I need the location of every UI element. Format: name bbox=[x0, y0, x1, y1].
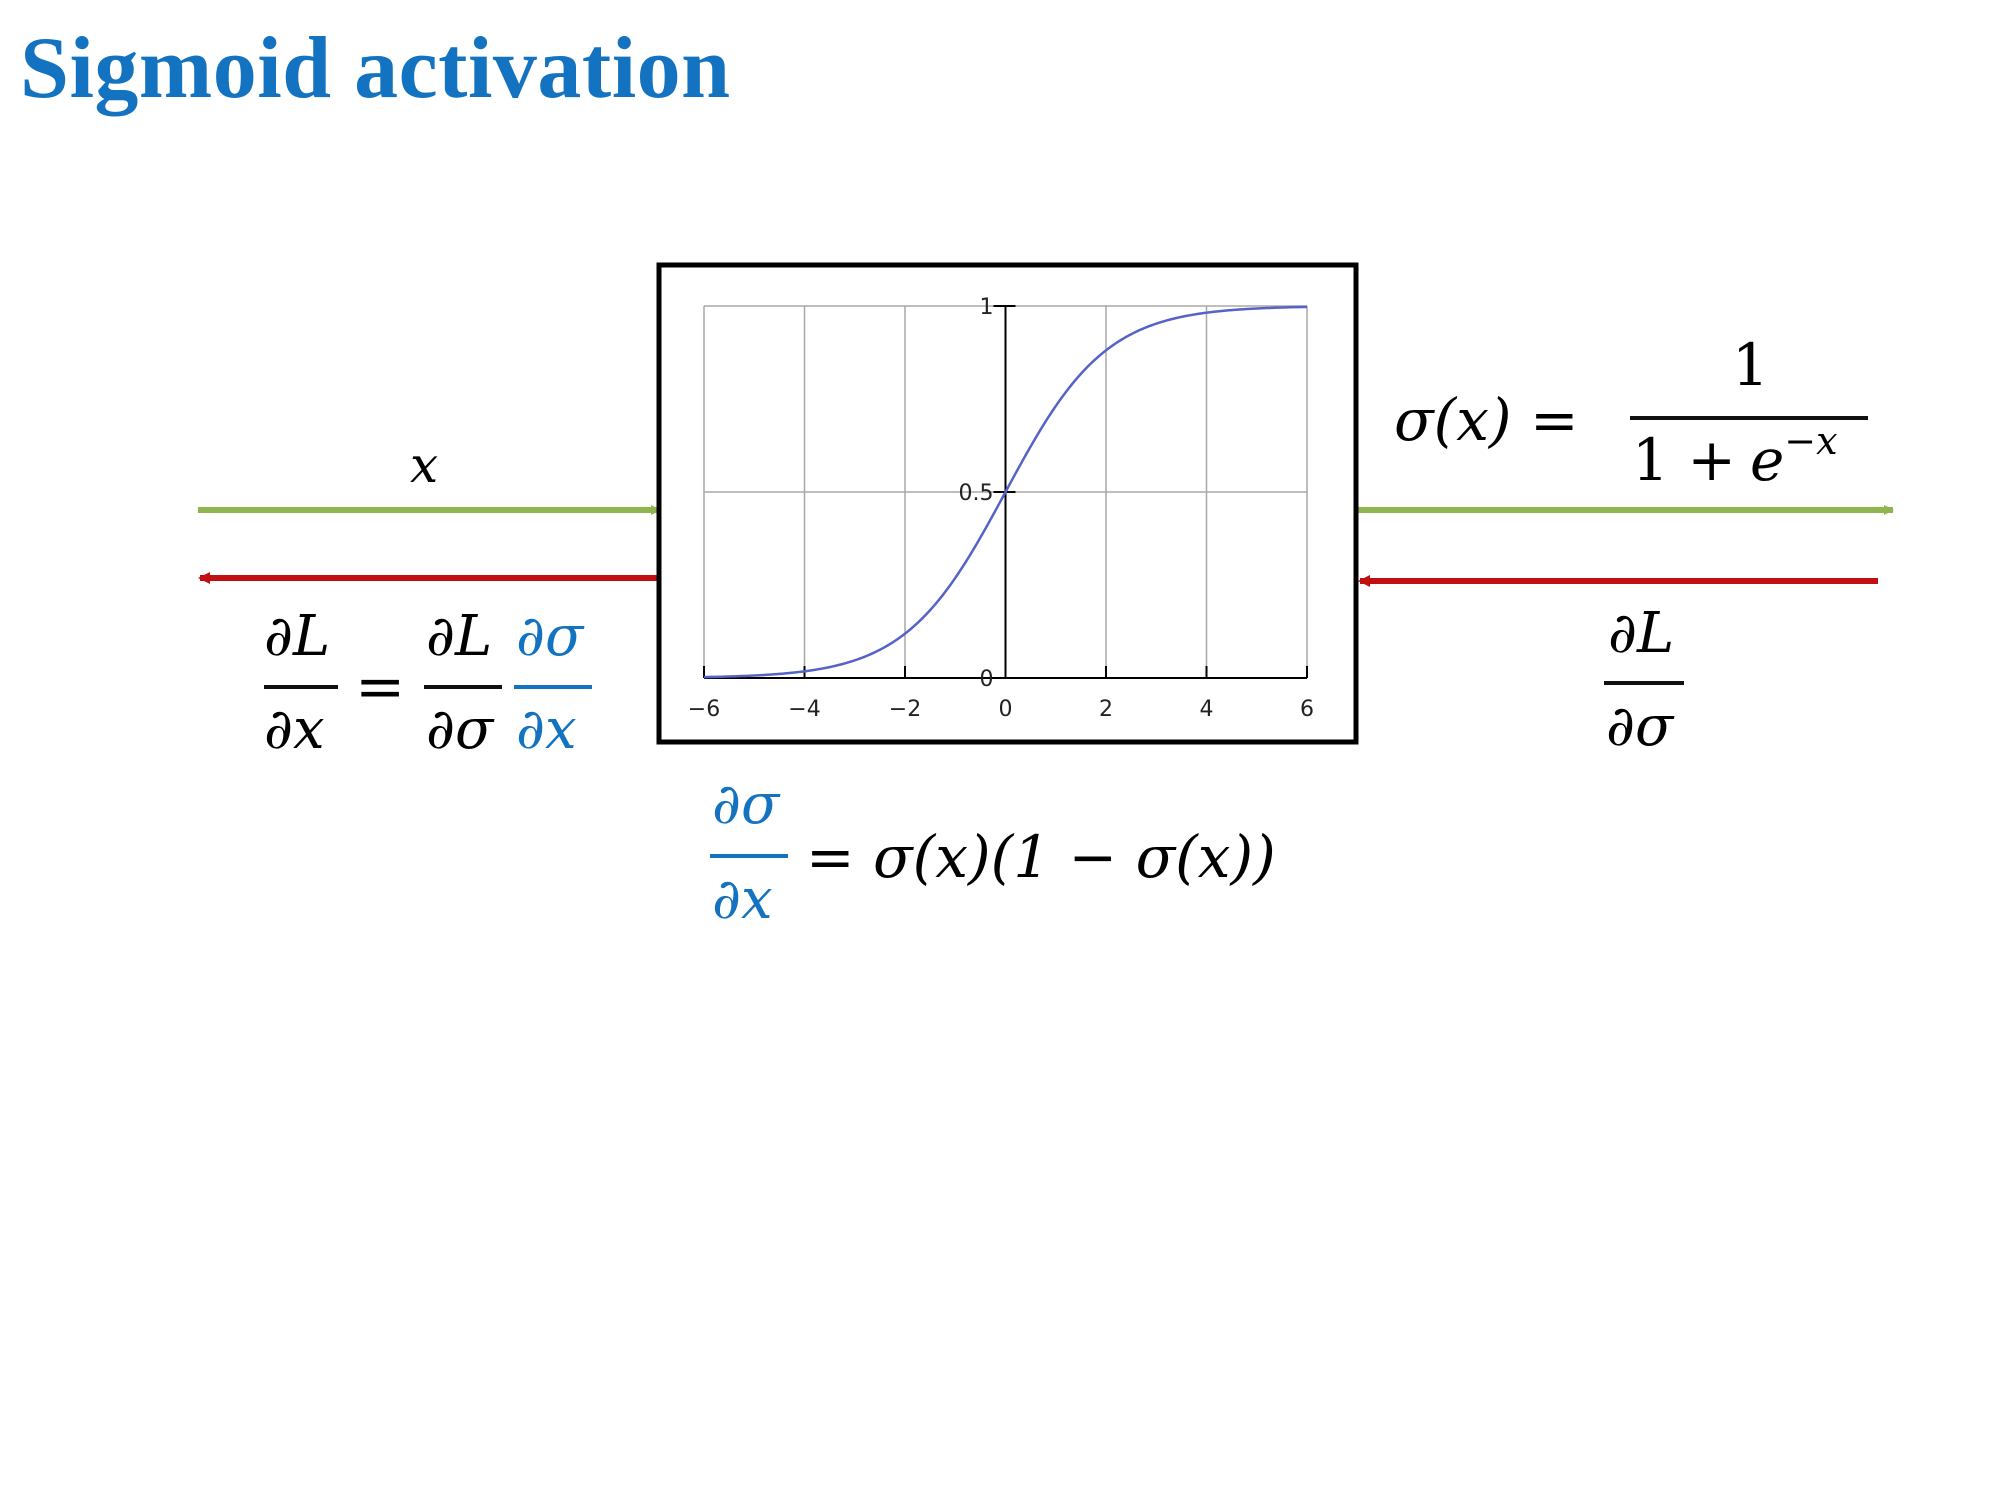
x-symbol: x bbox=[545, 697, 577, 762]
partial-symbol: ∂ bbox=[426, 604, 455, 669]
x-tick-label: 6 bbox=[1300, 697, 1314, 722]
sigma-symbol: σ bbox=[1635, 694, 1675, 759]
partial-symbol: ∂ bbox=[1608, 601, 1637, 666]
equals-sign: = bbox=[355, 652, 405, 722]
svg-text:∂L: ∂L bbox=[1608, 601, 1674, 666]
svg-text:∂x: ∂x bbox=[264, 697, 325, 762]
svg-text:∂x: ∂x bbox=[516, 697, 577, 762]
svg-text:∂σ: ∂σ bbox=[1606, 694, 1675, 759]
loss-symbol: L bbox=[292, 604, 330, 669]
input-x-label: x bbox=[410, 436, 438, 494]
x-symbol: x bbox=[741, 867, 773, 932]
partial-symbol: ∂ bbox=[426, 697, 455, 762]
sigma-symbol: σ bbox=[545, 604, 585, 669]
sigmoid-derivative: ∂σ ∂x = σ(x)(1 − σ(x)) bbox=[710, 772, 1276, 932]
svg-text:∂L: ∂L bbox=[264, 604, 330, 669]
derivative-rhs: = σ(x)(1 − σ(x)) bbox=[806, 823, 1276, 891]
svg-text:∂x: ∂x bbox=[712, 867, 773, 932]
sigmoid-definition: σ(x) = 1 1 + e−x bbox=[1394, 331, 1868, 494]
loss-symbol: L bbox=[454, 604, 492, 669]
sigma-of-x-lhs: σ(x) = bbox=[1394, 386, 1579, 454]
sigma-symbol: σ bbox=[455, 697, 495, 762]
partial-symbol: ∂ bbox=[712, 867, 741, 932]
x-tick-label: 4 bbox=[1200, 697, 1214, 722]
loss-symbol: L bbox=[1636, 601, 1674, 666]
svg-text:1 +e−x: 1 + e−x bbox=[1632, 419, 1838, 494]
svg-text:∂σ: ∂σ bbox=[712, 772, 781, 837]
y-tick-label: 0.5 bbox=[959, 481, 994, 506]
sigma-symbol: σ bbox=[741, 772, 781, 837]
svg-text:∂σ: ∂σ bbox=[426, 697, 495, 762]
sigmoid-node-box bbox=[656, 262, 1359, 745]
denominator-lead: 1 + bbox=[1632, 426, 1736, 494]
partial-symbol: ∂ bbox=[264, 604, 293, 669]
slide-title: Sigmoid activation bbox=[20, 20, 731, 117]
x-tick-label: 2 bbox=[1099, 697, 1113, 722]
chain-rule-equation: ∂L ∂x = ∂L ∂σ ∂σ ∂x bbox=[264, 604, 592, 762]
partial-symbol: ∂ bbox=[516, 604, 545, 669]
svg-text:∂L: ∂L bbox=[426, 604, 492, 669]
x-tick-label: −6 bbox=[688, 697, 720, 722]
x-tick-label: 0 bbox=[999, 697, 1013, 722]
partial-symbol: ∂ bbox=[264, 697, 293, 762]
partial-symbol: ∂ bbox=[1606, 694, 1635, 759]
sigmoid-plot: −6 −4 −2 0 2 4 6 0 0.5 1 bbox=[688, 295, 1314, 722]
numerator-one: 1 bbox=[1732, 331, 1769, 399]
partial-symbol: ∂ bbox=[516, 697, 545, 762]
x-tick-label: −4 bbox=[788, 697, 820, 722]
x-symbol: x bbox=[293, 697, 325, 762]
upstream-gradient: ∂L ∂σ bbox=[1604, 601, 1684, 759]
neg-x-exponent: −x bbox=[1784, 419, 1837, 463]
y-tick-label: 0 bbox=[980, 667, 994, 692]
e-symbol: e bbox=[1750, 426, 1784, 494]
x-tick-label: −2 bbox=[889, 697, 921, 722]
sigmoid-curve bbox=[703, 305, 1308, 679]
svg-text:∂σ: ∂σ bbox=[516, 604, 585, 669]
y-tick-label: 1 bbox=[980, 295, 994, 320]
partial-symbol: ∂ bbox=[712, 772, 741, 837]
